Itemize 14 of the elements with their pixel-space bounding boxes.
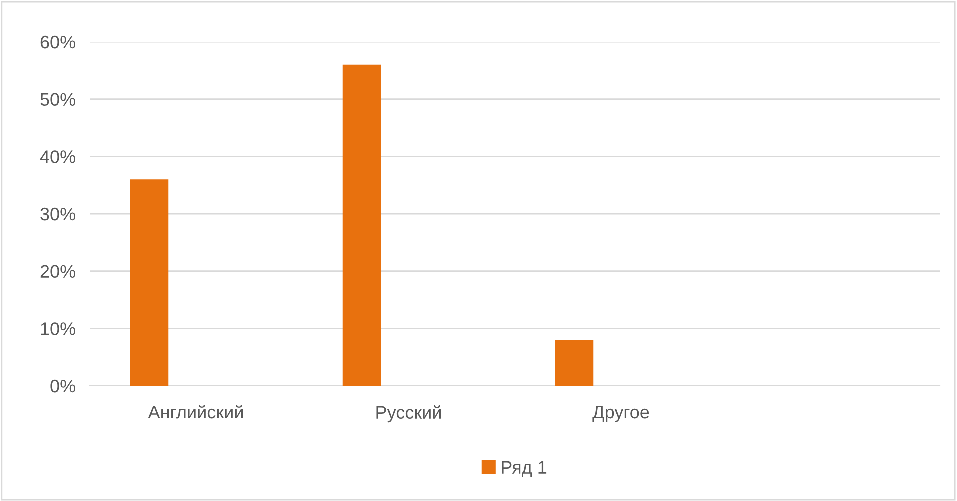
y-tick-label: 10% (41, 322, 76, 336)
y-tick-label: 20% (40, 265, 76, 278)
y-tick-label: 60% (40, 36, 76, 49)
y-tick-label: 0% (50, 380, 76, 393)
x-tick-label: Английский (148, 405, 243, 419)
y-tick-label: 50% (40, 93, 76, 106)
bar (130, 180, 169, 386)
y-tick-label: 40% (40, 150, 76, 164)
x-tick-label: Другое (592, 406, 650, 422)
x-tick-label: Русский (376, 405, 441, 423)
bar (555, 340, 594, 386)
legend-label: Ряд 1 (502, 461, 547, 478)
y-tick-label: 30% (40, 208, 76, 221)
bar (342, 64, 382, 386)
